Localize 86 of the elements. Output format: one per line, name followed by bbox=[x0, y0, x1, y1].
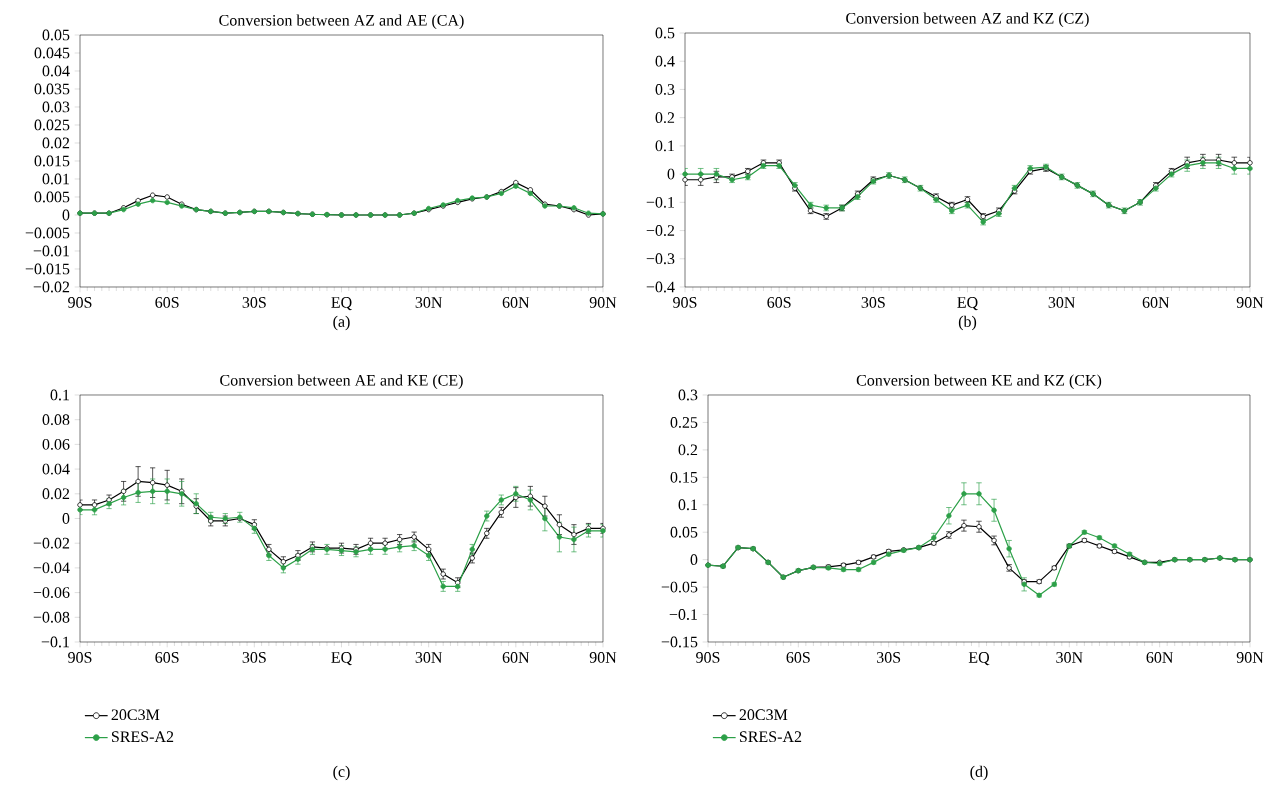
y-tick-label: −0.2 bbox=[646, 225, 675, 236]
y-tick-label: 0.2 bbox=[678, 444, 698, 456]
x-tick-label: 60S bbox=[767, 297, 791, 308]
x-tick-label: 60S bbox=[786, 652, 810, 663]
y-tick-label: 0.08 bbox=[42, 414, 70, 426]
x-tick-label: 30S bbox=[876, 652, 901, 663]
x-tick-label: 90N bbox=[1236, 652, 1264, 663]
y-tick-label: 0.06 bbox=[42, 438, 70, 450]
y-tick-label: 0.25 bbox=[670, 417, 698, 428]
y-tick-label: 0.01 bbox=[42, 173, 70, 185]
y-tick-label: 0.1 bbox=[50, 389, 70, 401]
text: (d) bbox=[970, 765, 988, 781]
text: (a) bbox=[333, 315, 350, 331]
text: (c) bbox=[333, 765, 350, 781]
y-tick-label: 0.05 bbox=[670, 526, 698, 538]
x-tick-label: 60S bbox=[155, 652, 179, 663]
y-tick-label: 0.1 bbox=[678, 499, 698, 511]
y-tick-label: 0.3 bbox=[655, 84, 675, 95]
y-tick-label: −0.04 bbox=[33, 562, 70, 574]
x-tick-label: 60N bbox=[502, 652, 530, 663]
y-tick-label: −0.06 bbox=[33, 587, 70, 599]
legend-label: 20C3M bbox=[739, 709, 788, 721]
x-tick-label: 90S bbox=[696, 652, 720, 663]
y-tick-label: 0.04 bbox=[42, 65, 70, 77]
y-tick-label: −0.15 bbox=[661, 636, 698, 648]
y-tick-label: 0.035 bbox=[34, 83, 70, 95]
y-tick-label: 0 bbox=[62, 513, 70, 524]
y-tick-label: 0 bbox=[667, 168, 675, 180]
x-tick-label: EQ bbox=[968, 652, 990, 666]
legend-label: 20C3M bbox=[111, 709, 160, 721]
y-tick-label: −0.1 bbox=[646, 196, 675, 208]
legend-label: SRES-A2 bbox=[111, 731, 174, 743]
y-tick-label: 0.1 bbox=[655, 140, 675, 152]
y-tick-label: 0.4 bbox=[655, 55, 675, 67]
y-tick-label: −0.4 bbox=[646, 281, 675, 293]
x-tick-label: 60N bbox=[1146, 652, 1174, 663]
y-tick-label: −0.05 bbox=[661, 581, 698, 593]
x-tick-label: 90S bbox=[673, 297, 697, 308]
chart-title: Conversion between AE and KE (CE) bbox=[220, 374, 463, 389]
y-tick-label: 0.02 bbox=[42, 488, 70, 500]
y-tick-label: 0.5 bbox=[655, 27, 675, 39]
x-tick-label: 30N bbox=[1048, 297, 1076, 308]
x-tick-label: 60N bbox=[502, 297, 530, 308]
y-tick-label: 0.03 bbox=[42, 101, 70, 113]
x-tick-label: 90S bbox=[68, 652, 92, 663]
x-tick-label: 30N bbox=[415, 297, 443, 308]
x-tick-label: EQ bbox=[331, 297, 352, 311]
x-tick-label: 90S bbox=[68, 297, 92, 308]
y-tick-label: −0.005 bbox=[25, 227, 70, 239]
x-tick-label: 30N bbox=[1056, 652, 1083, 663]
x-tick-label: EQ bbox=[957, 297, 978, 311]
x-tick-label: EQ bbox=[331, 652, 352, 666]
y-tick-label: −0.01 bbox=[33, 245, 70, 257]
y-tick-label: −0.015 bbox=[25, 263, 70, 275]
y-tick-label: 0.15 bbox=[670, 471, 698, 483]
y-tick-label: −0.1 bbox=[669, 609, 698, 620]
x-tick-label: 30N bbox=[415, 652, 443, 663]
y-tick-label: 0.015 bbox=[34, 155, 70, 167]
y-tick-label: 0.005 bbox=[34, 191, 70, 203]
x-tick-label: 30S bbox=[242, 652, 266, 663]
y-tick-label: 0.3 bbox=[678, 389, 698, 401]
x-tick-label: 30S bbox=[861, 297, 885, 308]
y-tick-label: −0.1 bbox=[41, 636, 70, 648]
x-tick-label: 90N bbox=[1236, 297, 1264, 308]
y-tick-label: −0.3 bbox=[646, 253, 675, 265]
x-tick-label: 90N bbox=[589, 652, 617, 663]
legend-label: SRES-A2 bbox=[739, 731, 802, 743]
y-tick-label: 0.045 bbox=[34, 47, 70, 59]
x-tick-label: 90N bbox=[589, 297, 617, 308]
x-tick-label: 60S bbox=[155, 297, 179, 308]
y-tick-label: −0.02 bbox=[33, 537, 70, 549]
chart-title: Conversion between AZ and AE (CA) bbox=[219, 14, 464, 29]
y-tick-label: 0 bbox=[62, 209, 70, 221]
y-tick-label: 0.2 bbox=[655, 112, 675, 124]
x-tick-label: 30S bbox=[242, 297, 266, 308]
x-tick-label: 60N bbox=[1142, 297, 1170, 308]
chart-title: Conversion between AZ and KZ (CZ) bbox=[846, 12, 1089, 27]
text: (b) bbox=[958, 315, 977, 331]
y-tick-label: 0.04 bbox=[42, 463, 70, 475]
y-tick-label: −0.02 bbox=[33, 281, 70, 293]
y-tick-label: −0.08 bbox=[33, 611, 70, 623]
y-tick-label: 0.025 bbox=[34, 119, 70, 131]
y-tick-label: 0.02 bbox=[42, 137, 70, 149]
y-tick-label: 0.05 bbox=[42, 29, 70, 41]
y-tick-label: 0 bbox=[690, 554, 698, 566]
chart-title: Conversion between KE and KZ (CK) bbox=[856, 374, 1102, 389]
